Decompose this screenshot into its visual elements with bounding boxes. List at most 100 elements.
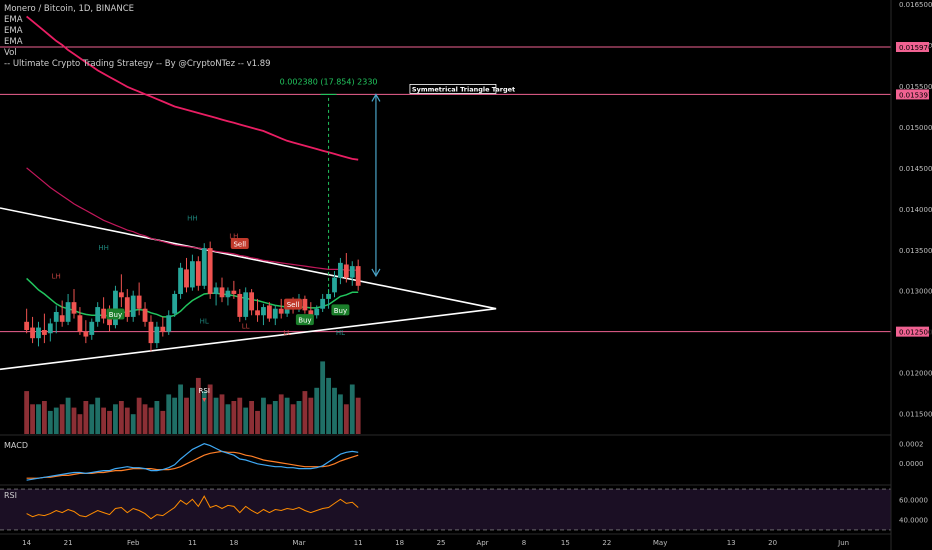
volume-bar (308, 397, 314, 434)
candle-body[interactable] (249, 292, 255, 311)
price-tag-label: 0.015976 (899, 44, 932, 52)
candle-body[interactable] (195, 261, 201, 286)
candle-body[interactable] (320, 298, 326, 309)
candle-body[interactable] (308, 310, 314, 316)
candle-body[interactable] (53, 311, 59, 322)
candle-body[interactable] (83, 331, 89, 337)
volume-bar (278, 394, 284, 434)
candle-body[interactable] (113, 290, 118, 326)
candle-body[interactable] (349, 266, 355, 278)
candle-body[interactable] (278, 308, 284, 314)
sell-signal-box[interactable] (284, 298, 303, 310)
study-ema-3: EMA (4, 37, 23, 47)
candle-body[interactable] (255, 310, 260, 316)
sell-signal-box[interactable] (230, 238, 249, 250)
candle-body[interactable] (30, 327, 35, 339)
volume-bar (160, 410, 166, 434)
candle-body[interactable] (219, 287, 225, 298)
candle-body[interactable] (148, 321, 154, 344)
volume-bar (178, 384, 183, 434)
macd-label: MACD (4, 441, 28, 450)
candle-body[interactable] (237, 293, 243, 317)
candle-body[interactable] (178, 267, 183, 294)
price-tick-label: 0.015000 (899, 124, 932, 132)
rsi-line (26, 495, 359, 520)
triangle-lower-line[interactable] (0, 307, 497, 371)
candle-body[interactable] (130, 295, 136, 317)
candle-body[interactable] (77, 315, 83, 332)
candle-body[interactable] (343, 264, 349, 278)
candle-body[interactable] (231, 290, 237, 294)
candle-body[interactable] (261, 307, 266, 316)
candle-body[interactable] (142, 308, 148, 322)
volume-bar (53, 407, 59, 434)
volume-bar (107, 410, 112, 434)
buy-signal-box[interactable] (331, 304, 350, 316)
volume-bar (314, 387, 320, 434)
candle-body[interactable] (213, 287, 219, 294)
volume-bar (284, 397, 290, 434)
candle-body[interactable] (124, 297, 130, 317)
candle-body[interactable] (207, 248, 213, 294)
candle-body[interactable] (101, 308, 107, 319)
candle-body[interactable] (184, 269, 189, 288)
candle-body[interactable] (166, 315, 172, 332)
volume-bar (89, 404, 95, 434)
volume-bar (302, 391, 308, 434)
pivot-label: LH (229, 232, 238, 240)
time-tick-label: 22 (602, 539, 611, 547)
time-tick-label: 25 (437, 539, 446, 547)
candle-body[interactable] (201, 248, 207, 286)
candle-body[interactable] (71, 302, 77, 314)
candle-body[interactable] (272, 308, 278, 319)
candle-body[interactable] (107, 318, 112, 326)
time-tick-label: May (653, 539, 667, 547)
candle-body[interactable] (65, 302, 71, 322)
candle-body[interactable] (118, 292, 124, 298)
volume-bar (190, 387, 195, 434)
price-tag (896, 89, 929, 100)
candle-body[interactable] (302, 298, 308, 311)
volume-bar (201, 391, 207, 434)
candle-body[interactable] (243, 292, 249, 317)
volume-bar (130, 414, 136, 434)
candle-body[interactable] (190, 261, 195, 288)
price-tick-label: 0.013000 (899, 288, 932, 296)
volume-bar (355, 397, 361, 434)
candle-body[interactable] (172, 293, 178, 314)
candle-body[interactable] (47, 323, 53, 334)
macd-pane[interactable] (26, 443, 359, 481)
rsi-pane[interactable] (0, 488, 891, 531)
volume-bar (24, 391, 30, 434)
candle-body[interactable] (355, 266, 361, 286)
candle-body[interactable] (338, 262, 343, 278)
candle-body[interactable] (42, 330, 47, 335)
buy-signal-box[interactable] (106, 308, 125, 320)
volume-bar (225, 404, 231, 434)
time-tick-label: 21 (64, 539, 73, 547)
volume-bar (59, 404, 65, 434)
candle-body[interactable] (154, 326, 160, 344)
candle-body[interactable] (225, 290, 231, 298)
buy-signal-box[interactable] (295, 314, 314, 326)
pivot-label: HL (336, 329, 345, 337)
candle-body[interactable] (59, 315, 65, 322)
candle-body[interactable] (136, 295, 142, 309)
candle-body[interactable] (314, 308, 320, 316)
candle-body[interactable] (95, 307, 101, 322)
candle-body[interactable] (89, 321, 95, 335)
candle-body[interactable] (24, 321, 30, 331)
main-pane[interactable]: 0.002380 (17.854) 2330 Symmetrical Triang… (0, 15, 891, 434)
volume-bar (148, 407, 154, 434)
volume-bar (237, 397, 243, 434)
candle-body[interactable] (36, 327, 41, 339)
candle-body[interactable] (332, 277, 337, 293)
pivot-label: LH (52, 272, 61, 280)
volume-bar (266, 404, 272, 434)
candle-body[interactable] (266, 305, 272, 319)
pivot-label: HH (187, 214, 198, 222)
candle-body[interactable] (160, 326, 166, 332)
target-label-box (409, 84, 497, 94)
triangle-upper-line[interactable] (0, 207, 497, 310)
